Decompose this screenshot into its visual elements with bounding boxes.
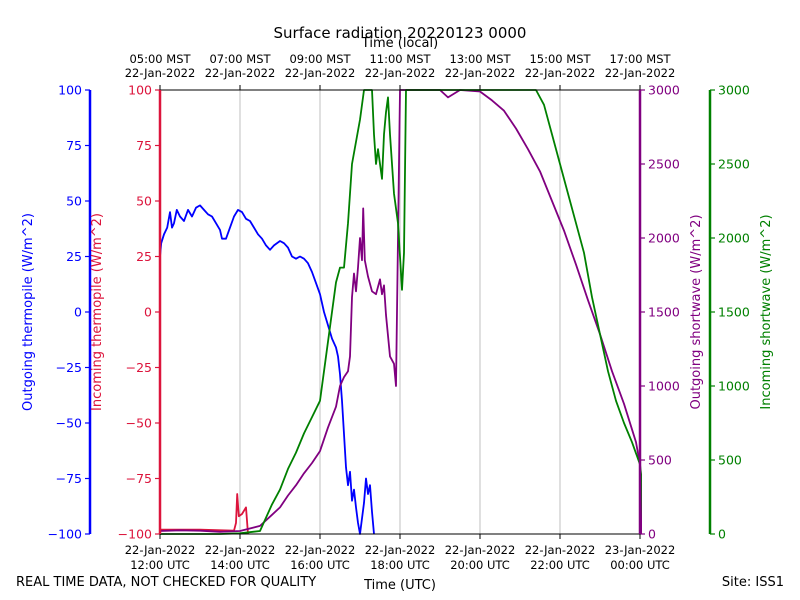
y-axis-label: Outgoing thermopile (W/m^2): [21, 213, 36, 411]
y-tick-label: 2500: [648, 157, 680, 172]
x-tick-label-time: 00:00 UTC: [610, 558, 670, 572]
quality-disclaimer: REAL TIME DATA, NOT CHECKED FOR QUALITY: [16, 575, 317, 590]
top-tick-label-date: 22-Jan-2022: [285, 66, 356, 80]
y-tick-label: 2000: [718, 231, 750, 246]
x-tick-label-time: 20:00 UTC: [450, 558, 510, 572]
x-tick-label-time: 22:00 UTC: [530, 558, 590, 572]
y-tick-label: 500: [718, 453, 742, 468]
top-tick-label-date: 22-Jan-2022: [445, 66, 516, 80]
y-tick-label: 2000: [648, 231, 680, 246]
y-axis-outgoing-thermopile: 100 75 50 25 0 −25 −50 −75 −100 Outgoing thermopi…: [21, 83, 92, 542]
y-tick-label: 0: [718, 527, 726, 542]
series-line-incoming-shortwave: [160, 89, 642, 535]
y-tick-label: 0: [648, 527, 656, 542]
series-line-outgoing-shortwave: [160, 89, 642, 535]
y-tick-label: −100: [118, 527, 152, 542]
y-tick-label: −50: [56, 416, 82, 431]
top-x-axis-label: Time (local): [361, 36, 438, 51]
y-tick-label: 75: [66, 138, 82, 153]
y-axis-outgoing-shortwave: 3000 2500 2000 1500 1000 500 0 Outgoing shortwa…: [638, 83, 704, 542]
x-tick-label-time: 14:00 UTC: [210, 558, 270, 572]
y-tick-label: 50: [136, 194, 152, 209]
y-tick-label: −25: [126, 360, 152, 375]
y-tick-label: 1000: [648, 379, 680, 394]
x-tick-label-date: 23-Jan-2022: [605, 543, 676, 557]
x-tick-label-date: 22-Jan-2022: [285, 543, 356, 557]
y-tick-label: 50: [66, 194, 82, 209]
y-tick-label: 25: [136, 249, 152, 264]
x-tick-label-time: 12:00 UTC: [130, 558, 190, 572]
x-tick-label-time: 18:00 UTC: [370, 558, 430, 572]
y-tick-label: 1500: [718, 305, 750, 320]
top-tick-label-time: 17:00 MST: [609, 52, 671, 66]
bottom-x-axis-label: Time (UTC): [363, 578, 436, 593]
y-tick-label: −25: [56, 360, 82, 375]
site-label: Site: ISS1: [721, 575, 784, 590]
y-tick-label: 0: [74, 305, 82, 320]
y-tick-label: 100: [128, 83, 152, 98]
chart-title: Surface radiation 20220123 0000: [274, 24, 527, 42]
top-tick-label-date: 22-Jan-2022: [525, 66, 596, 80]
top-tick-label-time: 11:00 MST: [369, 52, 431, 66]
x-tick-label-date: 22-Jan-2022: [365, 543, 436, 557]
y-tick-label: −100: [48, 527, 82, 542]
top-tick-label-time: 05:00 MST: [129, 52, 191, 66]
y-tick-label: 3000: [718, 83, 750, 98]
y-tick-label: 3000: [648, 83, 680, 98]
y-tick-label: 0: [144, 305, 152, 320]
x-tick-label-date: 22-Jan-2022: [125, 543, 196, 557]
series-line-outgoing-thermopile: [160, 204, 375, 535]
y-tick-label: 100: [58, 83, 82, 98]
y-tick-label: −75: [56, 471, 82, 486]
top-tick-label-date: 22-Jan-2022: [205, 66, 276, 80]
y-tick-label: 2500: [718, 157, 750, 172]
top-tick-label-date: 22-Jan-2022: [365, 66, 436, 80]
top-tick-label-date: 22-Jan-2022: [125, 66, 196, 80]
y-axis-incoming-thermopile: 100 75 50 25 0 −25 −50 −75 −100 Incoming thermopi…: [90, 83, 162, 542]
y-axes-group: 100 75 50 25 0 −25 −50 −75 −100 Outgoing thermopi…: [21, 83, 774, 542]
top-tick-label-time: 13:00 MST: [449, 52, 511, 66]
top-tick-label-time: 15:00 MST: [529, 52, 591, 66]
y-axis-label: Incoming shortwave (W/m^2): [759, 214, 774, 409]
y-tick-label: 25: [66, 249, 82, 264]
y-tick-label: 1500: [648, 305, 680, 320]
y-tick-label: −50: [126, 416, 152, 431]
x-tick-label-time: 16:00 UTC: [290, 558, 350, 572]
y-axis-label: Outgoing shortwave (W/m^2): [689, 214, 704, 409]
y-axis-incoming-shortwave: 3000 2500 2000 1500 1000 500 0 Incoming shortwa…: [708, 83, 774, 542]
series-group: [160, 89, 642, 535]
top-tick-label-time: 09:00 MST: [289, 52, 351, 66]
y-axis-label: Incoming thermopile (W/m^2): [90, 213, 105, 411]
y-tick-label: −75: [126, 471, 152, 486]
y-tick-label: 500: [648, 453, 672, 468]
x-tick-label-date: 22-Jan-2022: [445, 543, 516, 557]
y-tick-label: 1000: [718, 379, 750, 394]
series-line-incoming-thermopile: [160, 493, 249, 535]
y-tick-label: 75: [136, 138, 152, 153]
x-tick-label-date: 22-Jan-2022: [525, 543, 596, 557]
top-tick-label-date: 22-Jan-2022: [605, 66, 676, 80]
x-tick-label-date: 22-Jan-2022: [205, 543, 276, 557]
top-tick-label-time: 07:00 MST: [209, 52, 271, 66]
